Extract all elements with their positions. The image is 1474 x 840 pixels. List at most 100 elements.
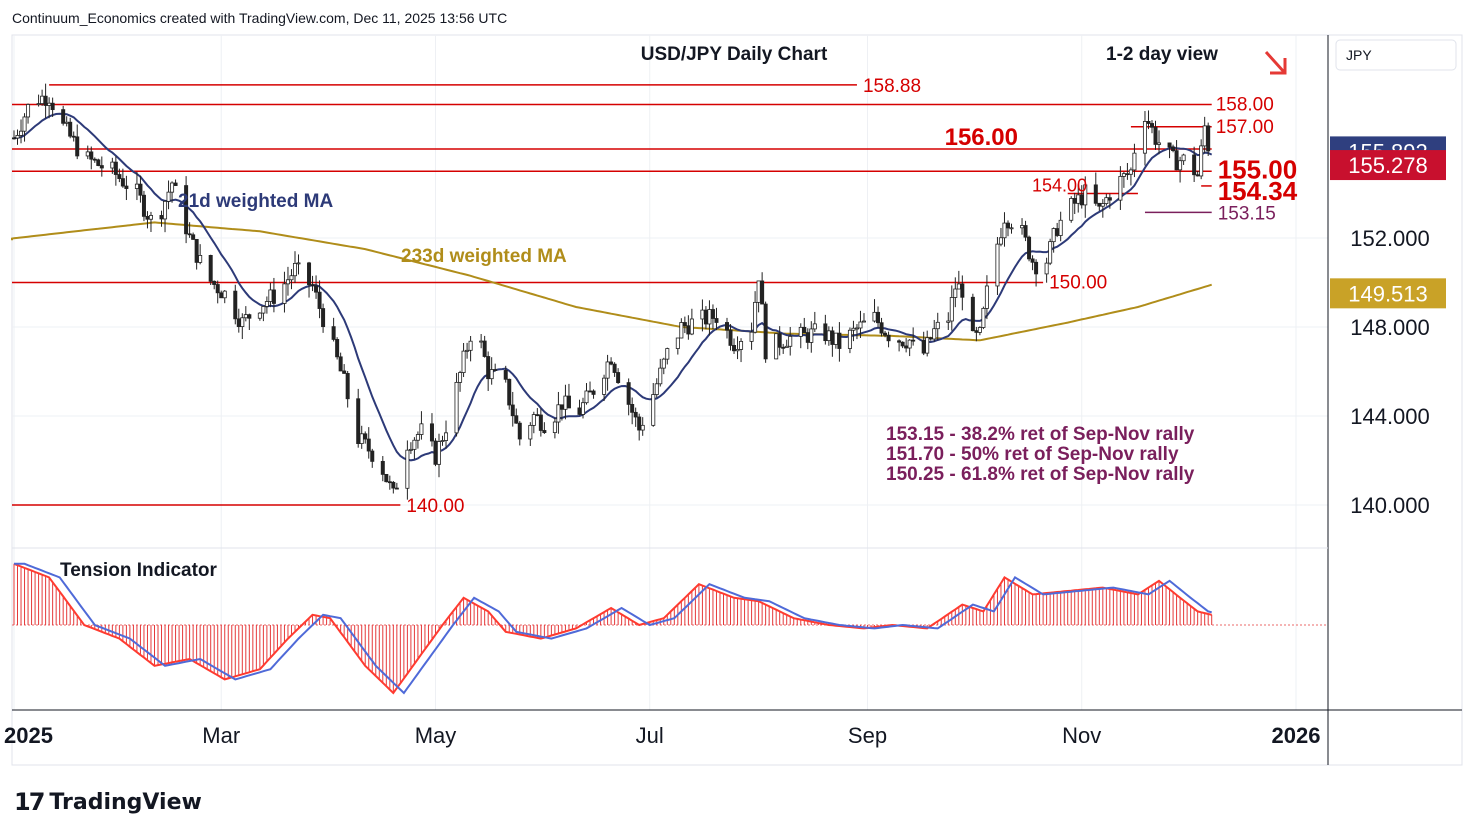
candle-body xyxy=(342,370,347,374)
candle-body xyxy=(391,481,396,489)
price-badge-label: 155.278 xyxy=(1348,153,1428,178)
candle-body xyxy=(215,284,220,294)
candle-body xyxy=(1146,121,1151,124)
price-tick-label: 144.000 xyxy=(1350,404,1430,429)
price-tick-label: 148.000 xyxy=(1350,315,1430,340)
candle-body xyxy=(458,372,463,383)
slow-ma-label: 233d weighted MA xyxy=(401,246,567,267)
candle-body xyxy=(580,402,585,415)
candle-body xyxy=(11,137,16,140)
candle-body xyxy=(661,358,666,369)
candle-body xyxy=(556,404,561,423)
candle-body xyxy=(739,340,744,350)
level-label: 157.00 xyxy=(1216,117,1274,138)
candle-body xyxy=(110,161,115,169)
candle-body xyxy=(781,346,786,349)
candle-body xyxy=(61,109,66,124)
grid xyxy=(12,35,1328,710)
currency-selector xyxy=(1335,39,1457,71)
chart-title: USD/JPY Daily Chart xyxy=(641,44,828,65)
chart-credit: Continuum_Economics created with Trading… xyxy=(12,10,508,26)
candle-body xyxy=(552,421,557,434)
candle-body xyxy=(826,330,831,342)
candle-body xyxy=(1142,121,1147,154)
candle-body xyxy=(974,330,979,333)
candle-body xyxy=(883,332,888,336)
candle-body xyxy=(22,116,27,132)
candle-body xyxy=(756,280,761,303)
candle-body xyxy=(1079,194,1084,206)
candle-body xyxy=(89,151,94,160)
candle-body xyxy=(977,327,982,333)
candle-body xyxy=(837,332,842,349)
candle-body xyxy=(321,308,326,328)
candle-body xyxy=(222,290,227,299)
candle-body xyxy=(686,325,691,335)
candle-body xyxy=(394,487,399,490)
candle-body xyxy=(36,103,41,105)
candle-body xyxy=(935,321,940,330)
candles xyxy=(11,83,1211,500)
candle-body xyxy=(335,339,340,358)
candle-body xyxy=(1002,222,1007,239)
time-axis-label: 2026 xyxy=(1272,723,1321,748)
level-lines xyxy=(12,84,1212,506)
time-axis-label: Mar xyxy=(202,723,240,748)
candle-body xyxy=(19,130,24,136)
candle-body xyxy=(984,285,989,309)
tradingview-brand[interactable]: 17 TradingView xyxy=(14,788,202,816)
candle-body xyxy=(43,95,48,106)
candle-body xyxy=(429,423,434,442)
candle-body xyxy=(517,422,522,440)
candle-body xyxy=(728,329,733,346)
candle-body xyxy=(658,367,663,385)
candle-body xyxy=(640,424,645,431)
candle-body xyxy=(1104,197,1109,204)
candle-body xyxy=(307,262,312,285)
candle-body xyxy=(134,183,139,189)
candle-body xyxy=(68,121,73,137)
candle-body xyxy=(833,332,838,345)
candle-body xyxy=(1020,225,1025,229)
candle-body xyxy=(928,337,933,340)
candle-body xyxy=(1199,145,1204,177)
candle-body xyxy=(1051,228,1056,243)
candle-body xyxy=(679,322,684,339)
candle-body xyxy=(714,318,719,323)
candle-body xyxy=(847,329,852,349)
candle-body xyxy=(777,333,782,348)
candle-body xyxy=(363,433,368,440)
level-label: 153.15 xyxy=(1218,203,1276,224)
candle-body xyxy=(461,350,466,373)
candle-body xyxy=(366,438,371,452)
candle-body xyxy=(921,339,926,354)
candle-body xyxy=(710,309,715,319)
candle-body xyxy=(1076,194,1081,204)
candle-body xyxy=(257,312,262,319)
candle-body xyxy=(408,448,413,451)
candle-body xyxy=(159,215,164,220)
time-axis-label: Sep xyxy=(848,723,887,748)
fast-ma-line xyxy=(13,112,1213,462)
candle-body xyxy=(960,283,965,298)
candle-body xyxy=(1128,169,1133,175)
candle-body xyxy=(419,423,424,435)
candle-body xyxy=(92,158,97,161)
candle-body xyxy=(47,102,52,106)
retracement-annotation: 151.70 - 50% ret of Sep-Nov rally xyxy=(886,444,1179,465)
usdjpy-chart[interactable]: Tension Indicator 2025 Mar May Jul Sep Nov 202… xyxy=(0,0,1474,790)
candle-body xyxy=(823,323,828,342)
candle-body xyxy=(953,288,958,298)
candle-body xyxy=(96,159,101,166)
time-axis-label: 2025 xyxy=(4,723,53,748)
candle-body xyxy=(531,414,536,426)
candle-body xyxy=(240,317,245,328)
candle-body xyxy=(602,377,607,395)
candle-body xyxy=(949,297,954,322)
candle-body xyxy=(236,318,241,328)
fast-ma-label: 21d weighted MA xyxy=(178,191,333,212)
candle-body xyxy=(40,95,45,104)
candle-body xyxy=(436,441,441,465)
tension-slow-line xyxy=(14,562,1212,695)
candle-body xyxy=(1174,150,1179,171)
